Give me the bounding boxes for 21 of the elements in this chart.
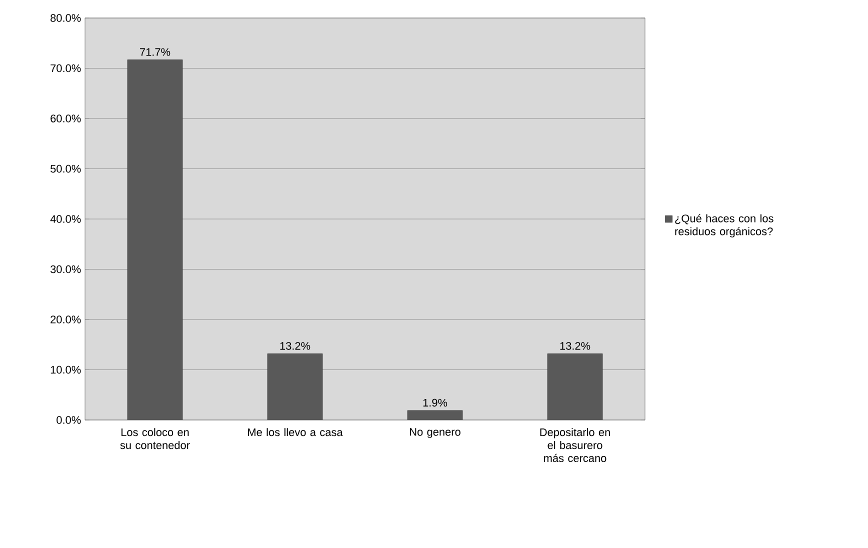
y-tick-label: 20.0% [50,316,81,324]
y-tick-label: 80.0% [50,14,81,22]
bar [127,60,183,420]
y-tick-label: 50.0% [50,164,81,173]
data-label: 13.2% [560,342,590,350]
x-tick-label: No genero [410,428,460,438]
y-tick-label: 70.0% [50,64,81,72]
data-label: 13.2% [280,342,310,350]
y-tick-label: 10.0% [50,366,81,374]
data-label: 1.9% [423,398,448,407]
bar [547,353,603,420]
y-tick-label: 30.0% [50,265,81,274]
y-tick-label: 0.0% [56,416,81,424]
x-tick-label: Depositarlo en el basurero más cercano [540,428,610,462]
y-tick-label: 60.0% [50,114,81,122]
x-tick-label: Los coloco en su contenedor [120,428,190,450]
y-tick-label: 40.0% [50,215,81,223]
bar [267,353,323,420]
x-tick-label: Me los llevo a casa [248,428,343,436]
legend-label: ¿Qué haces con los residuos orgánicos? [675,214,774,238]
data-label: 71.7% [140,48,170,56]
